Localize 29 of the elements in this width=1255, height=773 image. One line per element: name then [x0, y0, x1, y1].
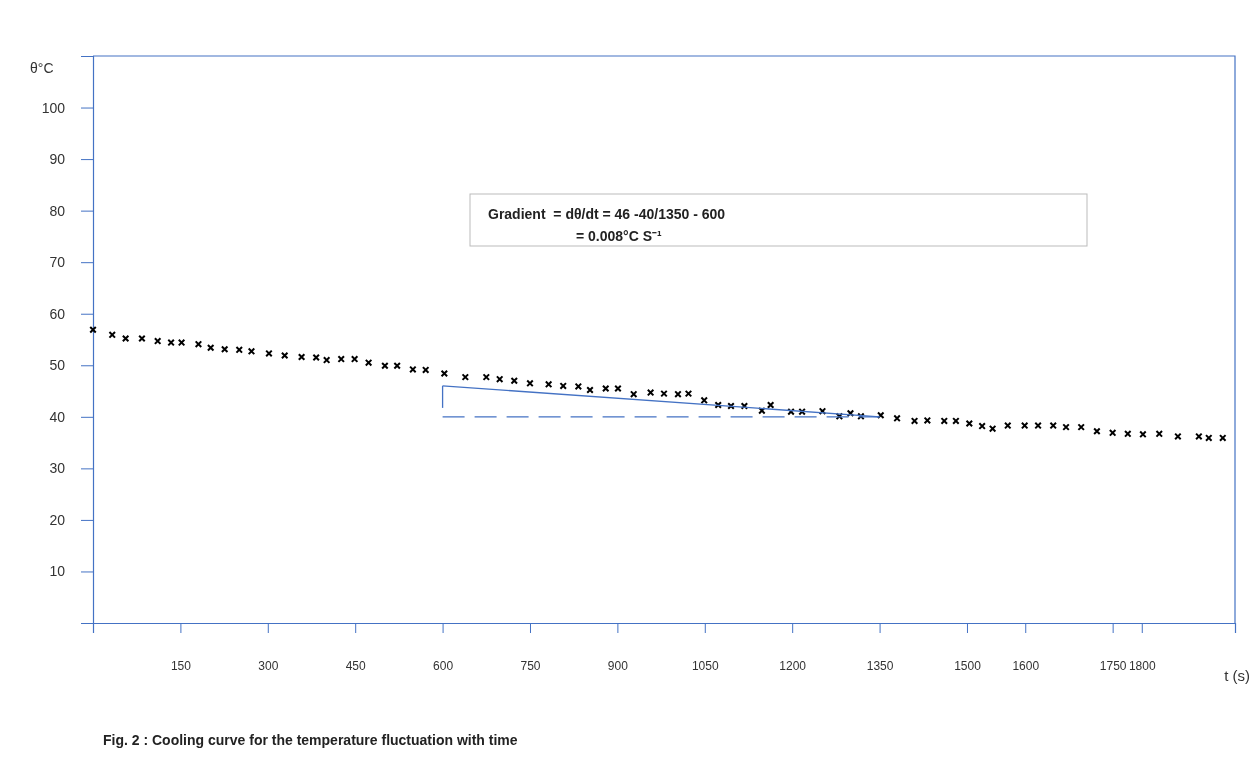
- x-tick-label: 750: [520, 658, 541, 673]
- y-tick-label: 80: [49, 202, 66, 219]
- annotation: = 0.008°C S⁻¹: [576, 228, 663, 244]
- y-tick-label: 100: [41, 99, 66, 116]
- x-tick-label: 1800: [1128, 658, 1156, 673]
- y-tick-label: 60: [49, 305, 66, 322]
- x-tick-label: 1600: [1012, 658, 1040, 673]
- x-tick-label: 900: [607, 658, 629, 673]
- y-tick-label: 90: [49, 151, 66, 168]
- y-axis-title: θ°C: [30, 60, 54, 76]
- x-tick-label: 1200: [779, 658, 807, 673]
- x-tick-label: 300: [258, 658, 279, 673]
- x-tick-label: 1350: [866, 658, 894, 673]
- y-tick-label: 50: [49, 357, 66, 374]
- x-tick-label: 450: [345, 658, 367, 673]
- note-box: Gradient = dθ/dt = 46 -40/1350 - 600 = 0.008°C S⁻¹: [469, 193, 1088, 247]
- x-tick-label: 150: [170, 658, 192, 673]
- y-tick-label: 20: [49, 511, 66, 528]
- x-tick-label: 1500: [954, 658, 982, 673]
- x-tick-label: 600: [433, 658, 454, 673]
- caption: Fig. 2 : Cooling curve for the temperature fluctuation with time: [103, 732, 518, 748]
- y-tick-label: 30: [49, 460, 66, 477]
- x-tick-label: 1750: [1099, 658, 1127, 673]
- y-tick-label: 10: [49, 563, 66, 580]
- y-tick-label: 70: [49, 254, 66, 271]
- x-tick-label: 1050: [691, 658, 719, 673]
- annotation: Gradient = dθ/dt = 46 -40/1350 - 600: [488, 206, 726, 222]
- x-axis-title: t (s): [1224, 667, 1250, 684]
- y-tick-label: 40: [49, 408, 66, 425]
